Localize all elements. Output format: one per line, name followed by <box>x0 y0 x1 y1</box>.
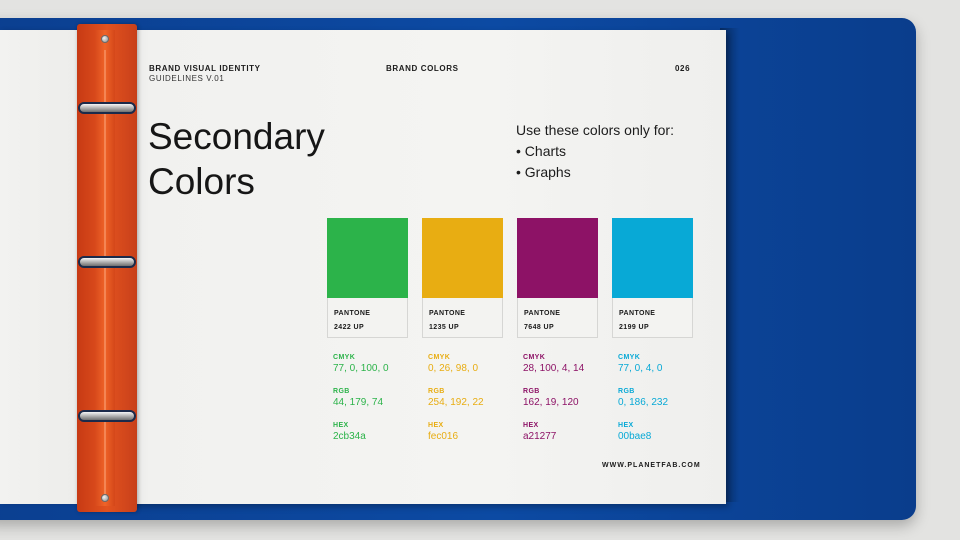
hex-label: HEX <box>333 422 349 429</box>
rivet-top-icon <box>101 35 109 43</box>
binder-spine-strip <box>95 30 115 506</box>
cmyk-value: 77, 0, 4, 0 <box>618 363 663 374</box>
pantone-box: PANTONE 2422 UP <box>327 298 408 338</box>
cmyk-label: CMYK <box>428 354 451 361</box>
spine-stitch-line <box>104 50 106 500</box>
rgb-label: RGB <box>428 388 445 395</box>
pantone-box: PANTONE 2199 UP <box>612 298 693 338</box>
binder-ring-icon <box>78 410 136 422</box>
cmyk-spec: CMYK 77, 0, 100, 0 <box>333 353 389 375</box>
color-card: PANTONE 7648 UP CMYK 28, 100, 4, 14 RGB … <box>517 218 598 442</box>
pantone-label: PANTONE <box>429 310 466 317</box>
rgb-value: 254, 192, 22 <box>428 397 484 408</box>
page-number: 026 <box>675 64 691 73</box>
hex-label: HEX <box>618 422 634 429</box>
pantone-label: PANTONE <box>524 310 561 317</box>
page-title: Secondary Colors <box>148 114 325 204</box>
section-title: BRAND COLORS <box>386 64 459 73</box>
cmyk-value: 77, 0, 100, 0 <box>333 363 389 374</box>
pantone-code: 2199 UP <box>619 324 650 331</box>
pantone-label: PANTONE <box>334 310 371 317</box>
pantone-code: 1235 UP <box>429 324 460 331</box>
rgb-label: RGB <box>333 388 350 395</box>
rgb-spec: RGB 44, 179, 74 <box>333 387 383 409</box>
cmyk-value: 28, 100, 4, 14 <box>523 363 585 374</box>
brand-title: BRAND VISUAL IDENTITY <box>149 64 261 73</box>
color-swatch <box>422 218 503 298</box>
rgb-label: RGB <box>523 388 540 395</box>
page-title-line: Colors <box>148 161 255 202</box>
pantone-box: PANTONE 7648 UP <box>517 298 598 338</box>
rgb-value: 0, 186, 232 <box>618 397 669 408</box>
color-swatch <box>517 218 598 298</box>
cmyk-label: CMYK <box>523 354 546 361</box>
hex-label: HEX <box>523 422 539 429</box>
hex-spec: HEX 00bae8 <box>618 421 651 443</box>
cmyk-spec: CMYK 77, 0, 4, 0 <box>618 353 662 375</box>
hex-value: 2cb34a <box>333 431 366 442</box>
usage-heading: Use these colors only for: <box>516 122 674 138</box>
usage-list: Charts Graphs <box>516 143 571 185</box>
hex-spec: HEX 2cb34a <box>333 421 366 443</box>
rgb-spec: RGB 162, 19, 120 <box>523 387 579 409</box>
pantone-code: 2422 UP <box>334 324 365 331</box>
usage-item: Graphs <box>516 164 571 185</box>
pantone-label: PANTONE <box>619 310 656 317</box>
hex-value: 00bae8 <box>618 431 652 442</box>
hex-label: HEX <box>428 422 444 429</box>
pantone-box: PANTONE 1235 UP <box>422 298 503 338</box>
cmyk-label: CMYK <box>333 354 356 361</box>
rgb-spec: RGB 0, 186, 232 <box>618 387 668 409</box>
color-card: PANTONE 2422 UP CMYK 77, 0, 100, 0 RGB 4… <box>327 218 408 442</box>
guidelines-version: GUIDELINES V.01 <box>149 74 225 83</box>
color-card: PANTONE 1235 UP CMYK 0, 26, 98, 0 RGB 25… <box>422 218 503 442</box>
color-swatch <box>612 218 693 298</box>
cmyk-label: CMYK <box>618 354 641 361</box>
binder-ring-icon <box>78 102 136 114</box>
pantone-code: 7648 UP <box>524 324 555 331</box>
rgb-value: 44, 179, 74 <box>333 397 384 408</box>
cmyk-value: 0, 26, 98, 0 <box>428 363 479 374</box>
rivet-bottom-icon <box>101 494 109 502</box>
cmyk-spec: CMYK 28, 100, 4, 14 <box>523 353 584 375</box>
rgb-label: RGB <box>618 388 635 395</box>
cmyk-spec: CMYK 0, 26, 98, 0 <box>428 353 478 375</box>
website-link: WWW.PLANETFAB.COM <box>602 462 701 469</box>
rgb-value: 162, 19, 120 <box>523 397 579 408</box>
hex-spec: HEX a21277 <box>523 421 556 443</box>
binder-ring-icon <box>78 256 136 268</box>
hex-value: fec016 <box>428 431 459 442</box>
usage-item: Charts <box>516 143 571 164</box>
color-card: PANTONE 2199 UP CMYK 77, 0, 4, 0 RGB 0, … <box>612 218 693 442</box>
hex-spec: HEX fec016 <box>428 421 458 443</box>
page-title-line: Secondary <box>148 116 325 157</box>
rgb-spec: RGB 254, 192, 22 <box>428 387 484 409</box>
color-swatch <box>327 218 408 298</box>
hex-value: a21277 <box>523 431 557 442</box>
